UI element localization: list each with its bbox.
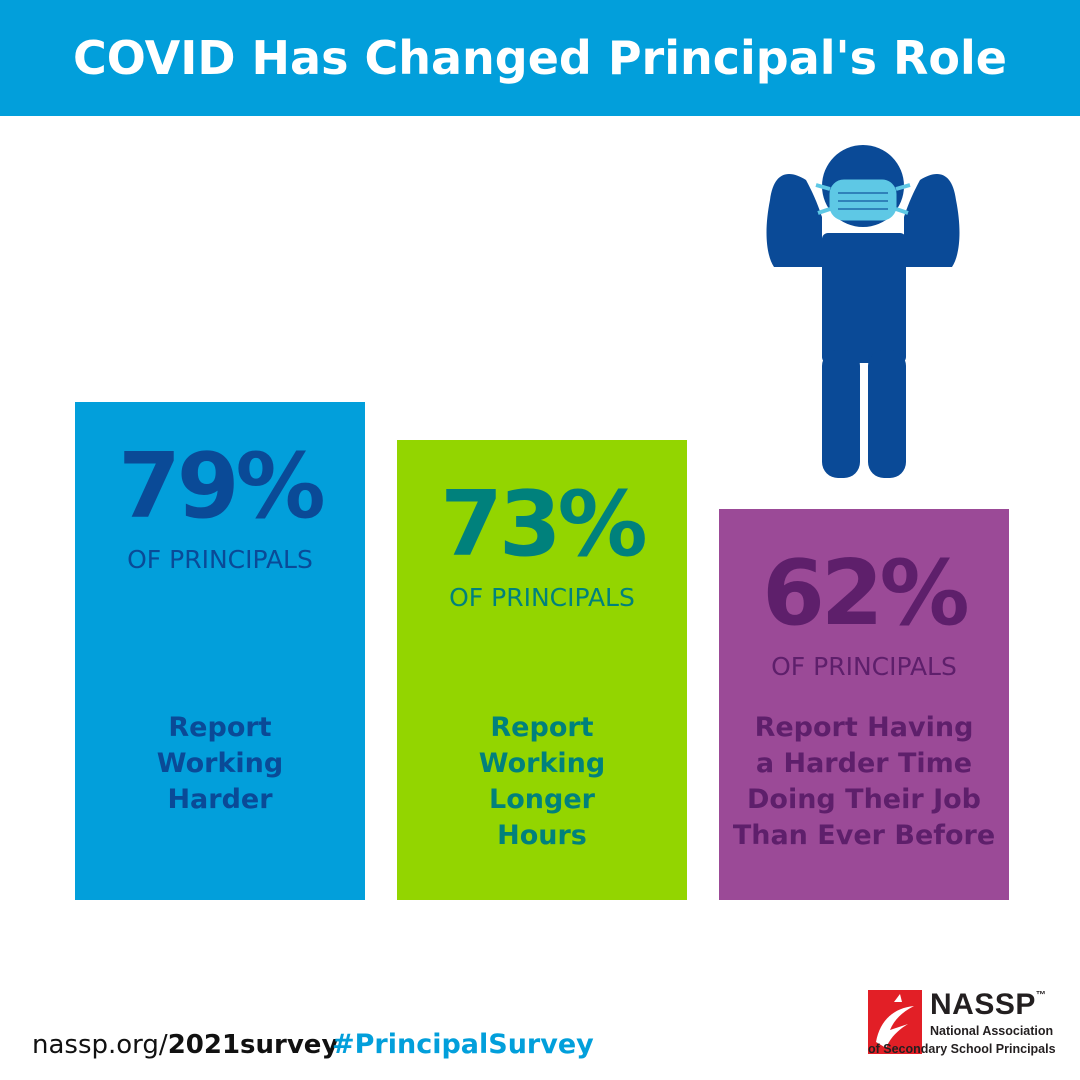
bar-3: 62% OF PRINCIPALS Report Having a Harder T… (719, 509, 1009, 900)
bar-value-label: 79% (118, 434, 325, 539)
hashtag: #PrincipalSurvey (332, 1029, 594, 1060)
bar-sub-label: OF PRINCIPALS (449, 583, 635, 612)
nassp-logo-mark (868, 990, 922, 1054)
bar-description: Report Having a Harder Time Doing Their … (732, 712, 996, 851)
bar-description: Report Working Harder (156, 712, 284, 815)
survey-url-prefix: nassp.org/ (32, 1030, 168, 1060)
page-title: COVID Has Changed Principal's Role (73, 31, 1007, 85)
survey-url[interactable]: nassp.org/2021survey (32, 1030, 338, 1060)
bar-description: Report Working Longer Hours (478, 712, 606, 851)
bar-value-label: 73% (440, 472, 647, 577)
logo-line-1: National Association (930, 1024, 1054, 1038)
bar-2: 73% OF PRINCIPALS Report Working Longer Ho… (397, 440, 687, 900)
trademark: ™ (1035, 990, 1047, 1001)
logo-name: NASSP™ (930, 988, 1047, 1021)
bar-sub-label: OF PRINCIPALS (771, 652, 957, 681)
bar-sub-label: OF PRINCIPALS (127, 545, 313, 574)
person-left-leg (822, 350, 860, 478)
face-mask-pleats (838, 192, 888, 210)
masked-person-icon (766, 145, 960, 478)
bar-value-label: 62% (762, 541, 969, 646)
person-right-leg (868, 350, 906, 478)
person-left-arm (766, 174, 822, 267)
title-banner: COVID Has Changed Principal's Role (0, 0, 1080, 116)
person-right-arm (904, 174, 960, 267)
person-torso (822, 233, 906, 363)
bar-1: 79% OF PRINCIPALS Report Working Harder (75, 402, 365, 900)
nassp-logo: NASSP™ National Association of Secondary… (868, 986, 1058, 1062)
logo-line-2: of Secondary School Principals (868, 1042, 1056, 1056)
survey-url-bold: 2021survey (167, 1030, 339, 1060)
